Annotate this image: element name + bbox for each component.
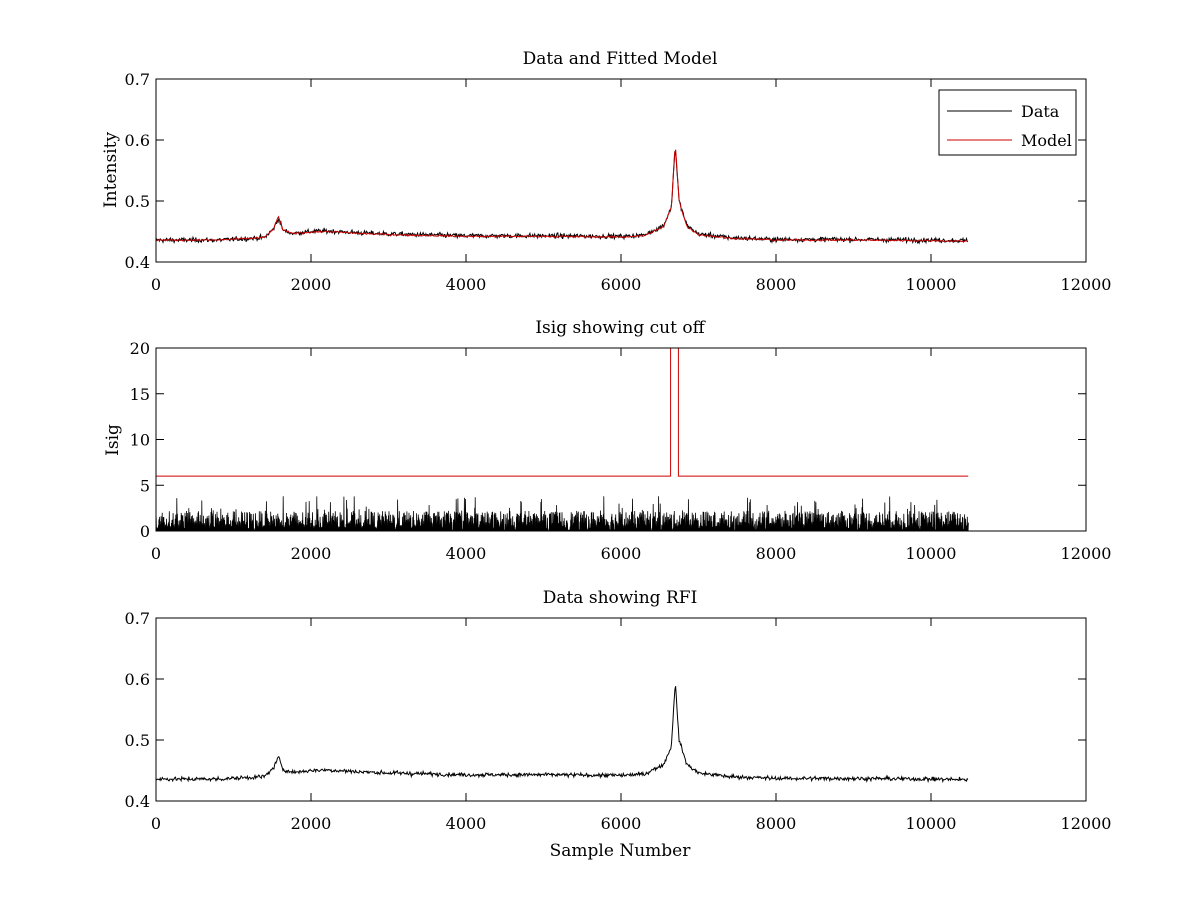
panel-3-plot: 0 2000 4000 6000 8000 10000 12000 0.4 0.5 0.6 0.7 [125, 609, 1112, 833]
panel-3-series [156, 686, 969, 784]
x-tick-label: 12000 [1061, 544, 1112, 563]
x-tick-label: 12000 [1061, 275, 1112, 294]
x-tick-label: 8000 [756, 814, 797, 833]
x-tick-label: 10000 [906, 544, 957, 563]
x-tick-label: 2000 [291, 275, 332, 294]
y-tick-label: 20 [130, 339, 150, 358]
panel-1-legend: Data Model [938, 89, 1077, 156]
y-tick-label: 0.6 [125, 131, 150, 150]
x-tick-label: 2000 [291, 814, 332, 833]
legend-model-label: Model [1021, 131, 1072, 150]
x-tick-label: 4000 [446, 275, 487, 294]
y-tick-label: 0.5 [125, 192, 150, 211]
panel-data-and-fitted-model: Data and Fitted Model Intensity 0 2000 400… [101, 49, 1111, 294]
panel-1-ylabel: Intensity [101, 132, 121, 208]
y-tick-label: 0.6 [125, 670, 150, 689]
x-tick-label: 6000 [601, 814, 642, 833]
x-tick-label: 8000 [756, 544, 797, 563]
y-tick-label: 10 [130, 431, 150, 450]
x-tick-label: 4000 [446, 814, 487, 833]
panel-2-title: Isig showing cut off [535, 318, 706, 338]
series-data [156, 686, 969, 784]
y-tick-label: 0.5 [125, 731, 150, 750]
x-tick-label: 6000 [601, 275, 642, 294]
y-tick-label: 0.7 [125, 609, 150, 628]
panel-1-title: Data and Fitted Model [523, 49, 718, 69]
panel-isig-showing-cut-off: Isig showing cut off Isig 0 2000 4000 6000 8… [103, 318, 1111, 563]
x-tick-label: 2000 [291, 544, 332, 563]
x-tick-label: 10000 [906, 275, 957, 294]
panel-2-plot: 0 2000 4000 6000 8000 10000 12000 0 5 10 15 20 [130, 339, 1112, 563]
y-tick-label: 5 [140, 476, 150, 495]
y-tick-label: 0.7 [125, 70, 150, 89]
series-cut-off [156, 348, 969, 477]
x-tick-label: 0 [151, 814, 161, 833]
panel-1-series [156, 149, 969, 245]
panel-data-showing-rfi: Data showing RFI Sample Number 0 2000 4000… [125, 588, 1112, 861]
x-tick-label: 8000 [756, 275, 797, 294]
y-tick-label: 0.4 [125, 253, 150, 272]
panel-3-xlabel: Sample Number [550, 841, 692, 861]
panel-3-title: Data showing RFI [543, 588, 698, 608]
legend-data-label: Data [1021, 102, 1060, 121]
x-tick-label: 10000 [906, 814, 957, 833]
series-isig [156, 496, 969, 531]
x-tick-label: 0 [151, 544, 161, 563]
legend-box [938, 89, 1077, 156]
series-model [156, 149, 968, 243]
x-tick-label: 12000 [1061, 814, 1112, 833]
x-tick-label: 6000 [601, 544, 642, 563]
x-tick-label: 0 [151, 275, 161, 294]
panel-2-ylabel: Isig [103, 424, 123, 456]
y-tick-label: 0.4 [125, 792, 150, 811]
panel-1-plot: 0 2000 4000 6000 8000 10000 12000 0.4 0.5 0.6 0.7 [125, 70, 1112, 294]
panel-2-series [156, 348, 969, 531]
y-tick-label: 15 [130, 385, 150, 404]
x-tick-label: 4000 [446, 544, 487, 563]
y-tick-label: 0 [140, 522, 150, 541]
